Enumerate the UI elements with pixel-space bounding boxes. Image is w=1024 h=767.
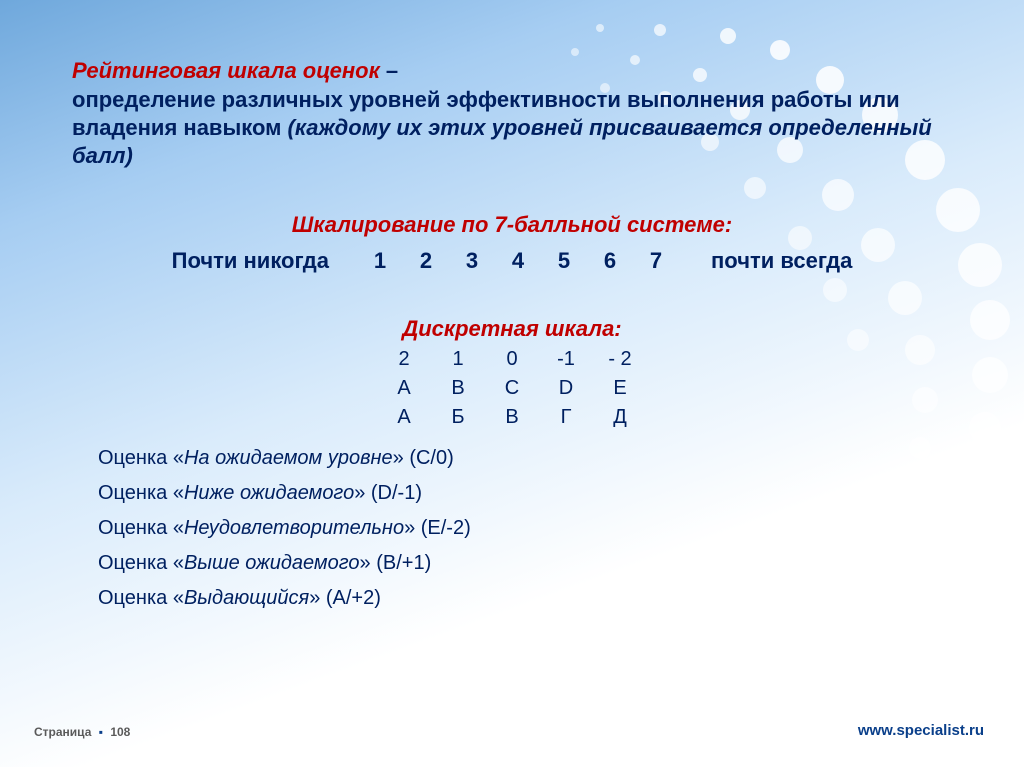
discrete-section: Дискретная шкала: 2 1 0 -1 - 2 A B C D E…: [72, 316, 952, 429]
grade-prefix: Оценка «: [98, 517, 184, 539]
scaling7-heading: Шкалирование по 7-балльной системе:: [72, 212, 952, 238]
grade-prefix: Оценка «: [98, 587, 184, 609]
disc-cell: -1: [539, 348, 593, 371]
grade-suffix: » (A/+2): [309, 587, 381, 609]
footer-page: Страница ▪ 108: [34, 725, 130, 739]
scale-num: 6: [587, 248, 633, 274]
grade-prefix: Оценка «: [98, 552, 184, 574]
scaling7-row: Почти никогда 1 2 3 4 5 6 7 почти всегда: [72, 248, 952, 274]
disc-cell: Д: [593, 406, 647, 429]
grade-line: Оценка «Неудовлетворительно» (E/-2): [98, 517, 952, 540]
title-blue: определение различных уровней эффективно…: [72, 86, 952, 170]
footer-page-word: Страница: [34, 725, 91, 739]
grade-suffix: » (D/-1): [354, 482, 422, 504]
slide-content: Рейтинговая шкала оценок – определение р…: [0, 0, 1024, 610]
footer-url: www.specialist.ru: [858, 722, 984, 739]
grade-suffix: » (E/-2): [404, 517, 471, 539]
scale-num: 1: [357, 248, 403, 274]
scale-num: 5: [541, 248, 587, 274]
disc-cell: D: [539, 377, 593, 400]
grade-line: Оценка «Ниже ожидаемого» (D/-1): [98, 482, 952, 505]
discrete-row-cyr: А Б В Г Д: [72, 406, 952, 429]
grade-line: Оценка «На ожидаемом уровне» (С/0): [98, 447, 952, 470]
grade-quoted: Ниже ожидаемого: [184, 482, 354, 504]
disc-cell: E: [593, 377, 647, 400]
discrete-row-latin: A B C D E: [72, 377, 952, 400]
disc-cell: В: [485, 406, 539, 429]
grade-quoted: На ожидаемом уровне: [184, 447, 393, 469]
grade-line: Оценка «Выдающийся» (A/+2): [98, 587, 952, 610]
disc-cell: 0: [485, 348, 539, 371]
disc-cell: 1: [431, 348, 485, 371]
grade-quoted: Неудовлетворительно: [184, 517, 404, 539]
discrete-row-nums: 2 1 0 -1 - 2: [72, 348, 952, 371]
title-red: Рейтинговая шкала оценок: [72, 58, 380, 83]
disc-cell: - 2: [593, 348, 647, 371]
scale-left-label: Почти никогда: [172, 248, 329, 274]
disc-cell: C: [485, 377, 539, 400]
scale-num: 4: [495, 248, 541, 274]
title-dash: –: [380, 58, 398, 83]
footer-page-num: 108: [110, 725, 130, 739]
scale-num: 7: [633, 248, 679, 274]
grade-line: Оценка «Выше ожидаемого» (B/+1): [98, 552, 952, 575]
disc-cell: B: [431, 377, 485, 400]
scale-num: 2: [403, 248, 449, 274]
grade-quoted: Выше ожидаемого: [184, 552, 360, 574]
disc-cell: Б: [431, 406, 485, 429]
discrete-heading: Дискретная шкала:: [72, 316, 952, 342]
scaling7-section: Шкалирование по 7-балльной системе: Почт…: [72, 212, 952, 274]
footer-bullet-icon: ▪: [99, 725, 103, 739]
disc-cell: Г: [539, 406, 593, 429]
grade-prefix: Оценка «: [98, 447, 184, 469]
grade-suffix: » (С/0): [393, 447, 454, 469]
disc-cell: A: [377, 377, 431, 400]
grades-list: Оценка «На ожидаемом уровне» (С/0) Оценк…: [72, 447, 952, 610]
scale-right-label: почти всегда: [711, 248, 852, 274]
grade-suffix: » (B/+1): [360, 552, 432, 574]
scale-num: 3: [449, 248, 495, 274]
grade-quoted: Выдающийся: [184, 587, 309, 609]
disc-cell: 2: [377, 348, 431, 371]
title-block: Рейтинговая шкала оценок – определение р…: [72, 58, 952, 170]
grade-prefix: Оценка «: [98, 482, 184, 504]
disc-cell: А: [377, 406, 431, 429]
